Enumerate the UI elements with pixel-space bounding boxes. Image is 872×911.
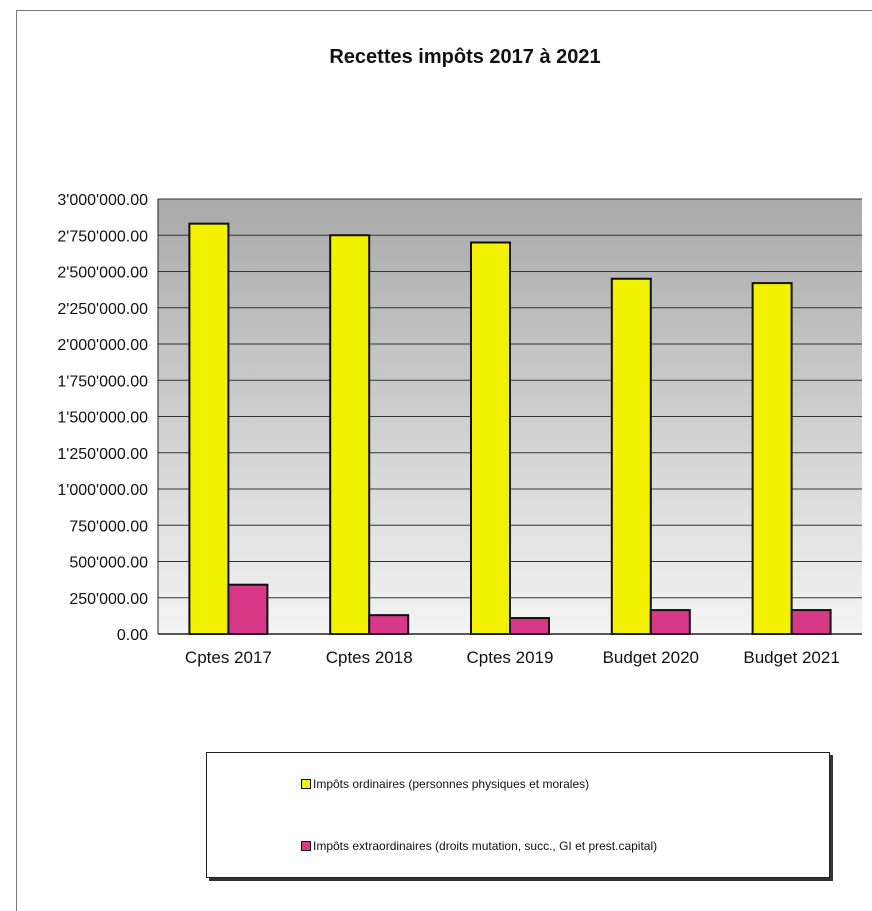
y-tick-label: 1'250'000.00 bbox=[57, 446, 148, 463]
legend-label-ordinaires: Impôts ordinaires (personnes physiques e… bbox=[313, 777, 590, 791]
y-tick-label: 750'000.00 bbox=[69, 518, 148, 535]
legend-item-extraordinaires: Impôts extraordinaires (droits mutation,… bbox=[301, 839, 657, 853]
y-tick-label: 1'500'000.00 bbox=[57, 410, 148, 427]
x-tick-label: Budget 2021 bbox=[743, 648, 839, 667]
x-tick-label: Cptes 2018 bbox=[326, 648, 413, 667]
y-tick-label: 500'000.00 bbox=[69, 555, 148, 572]
page-frame bbox=[16, 10, 872, 911]
y-tick-label: 1'750'000.00 bbox=[57, 373, 148, 390]
bars bbox=[188, 222, 832, 636]
y-tick-label: 2'000'000.00 bbox=[57, 337, 148, 354]
bar-ordinaires bbox=[470, 241, 511, 635]
x-tick-label: Cptes 2019 bbox=[467, 648, 554, 667]
bar-chart: 0.00 250'000.00 500'000.00 750'000.00 1'000'… bbox=[57, 192, 862, 667]
y-tick-label: 3'000'000.00 bbox=[57, 192, 148, 209]
bar-ordinaires bbox=[610, 277, 652, 635]
x-axis-tick-labels: Cptes 2017 Cptes 2018 Cptes 2019 Budget 202… bbox=[185, 648, 840, 667]
x-tick-label: Cptes 2017 bbox=[185, 648, 272, 667]
bar-extraordinaires bbox=[509, 617, 550, 635]
chart-title: Recettes impôts 2017 à 2021 bbox=[329, 46, 601, 68]
legend-swatch-ordinaires bbox=[301, 779, 311, 789]
y-tick-label: 0.00 bbox=[117, 627, 148, 644]
y-tick-label: 250'000.00 bbox=[69, 591, 148, 608]
bar-extraordinaires bbox=[649, 609, 691, 636]
bar-extraordinaires bbox=[368, 614, 410, 636]
legend-swatch-extraordinaires bbox=[301, 841, 311, 851]
y-tick-label: 1'000'000.00 bbox=[57, 482, 148, 499]
y-axis-tick-labels: 0.00 250'000.00 500'000.00 750'000.00 1'000'… bbox=[57, 192, 148, 644]
bar-ordinaires bbox=[188, 222, 230, 635]
x-tick-label: Budget 2020 bbox=[603, 648, 699, 667]
y-tick-label: 2'500'000.00 bbox=[57, 265, 148, 282]
legend: Impôts ordinaires (personnes physiques e… bbox=[206, 752, 830, 878]
legend-label-extraordinaires: Impôts extraordinaires (droits mutation,… bbox=[313, 839, 658, 853]
y-tick-label: 2'750'000.00 bbox=[57, 228, 148, 245]
bar-extraordinaires bbox=[790, 609, 832, 636]
bar-ordinaires bbox=[751, 282, 793, 635]
legend-item-ordinaires: Impôts ordinaires (personnes physiques e… bbox=[301, 777, 589, 791]
bar-ordinaires bbox=[329, 234, 371, 635]
bar-extraordinaires bbox=[227, 583, 269, 636]
y-tick-label: 2'250'000.00 bbox=[57, 301, 148, 318]
